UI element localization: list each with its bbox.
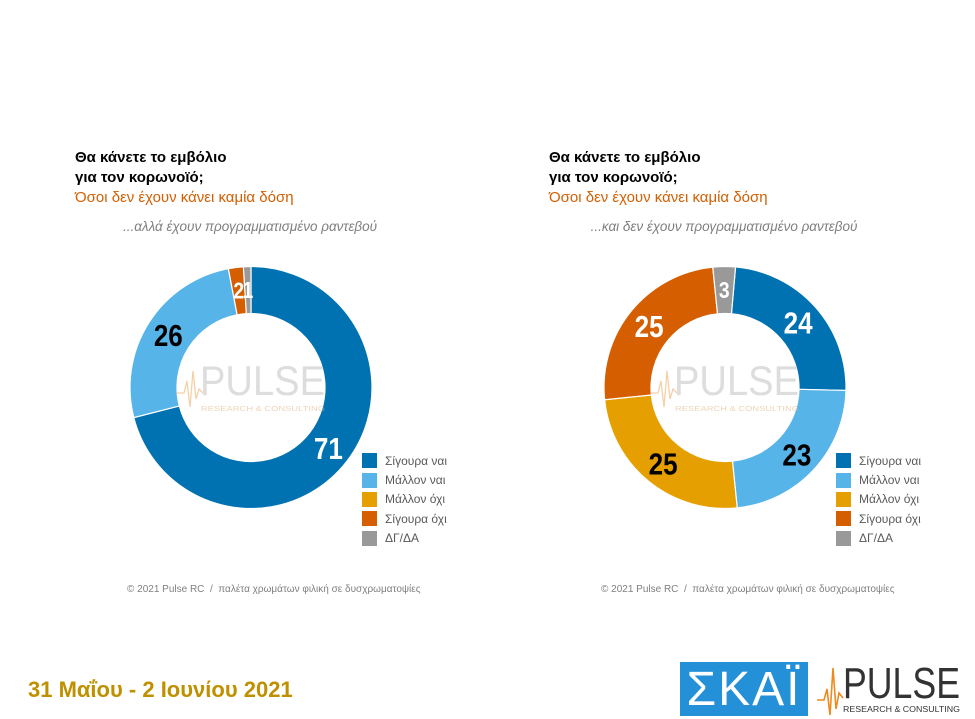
chart-title-line-1: Θα κάνετε το εμβόλιο [549, 149, 701, 166]
chart-title: Θα κάνετε το εμβόλιο για τον κορωνοϊό; Ό… [549, 148, 768, 208]
donut-data-labels: 24 23 25 25 3 [635, 278, 813, 482]
chart-legend: Σίγουρα ναι Μάλλον ναι Μάλλον όχι Σίγουρα ό… [836, 451, 921, 548]
chart-title-line-1: Θα κάνετε το εμβόλιο [75, 149, 227, 166]
skai-logo-text: ΣΚΑΪ [686, 662, 802, 716]
legend-label-definitely-yes: Σίγουρα ναι [859, 453, 922, 468]
chart-title: Θα κάνετε το εμβόλιο για τον κορωνοϊό; Ό… [75, 148, 294, 208]
chart-subtitle: Όσοι δεν έχουν κάνει καμία δόση [75, 189, 294, 206]
legend-label-definitely-no: Σίγουρα όχι [385, 511, 447, 526]
chart-title-line-2: για τον κορωνοϊό; [75, 169, 204, 186]
legend-swatch-definitely-yes [836, 453, 851, 469]
donut-segment-probably-yes [129, 267, 238, 419]
legend-item-dont-know-no-answer: ΔΓ/ΔΑ [836, 529, 921, 548]
legend-swatch-probably-no [836, 491, 851, 507]
donut-segment-dont-know-no-answer [712, 265, 737, 315]
legend-swatch-probably-yes [362, 472, 377, 488]
legend-item-definitely-yes: Σίγουρα ναι [836, 451, 921, 470]
legend-swatch-probably-no [362, 491, 377, 507]
watermark-brand: PULSE [200, 357, 325, 404]
legend-item-definitely-no: Σίγουρα όχι [362, 509, 447, 528]
data-label-definitely-yes: 71 [314, 432, 343, 467]
survey-dates: 31 Μαΐου - 2 Ιουνίου 2021 [28, 677, 293, 702]
legend-item-probably-yes: Μάλλον ναι [836, 470, 921, 489]
chart-footer: © 2021 Pulse RC / παλέτα χρωμάτων φιλική… [601, 584, 895, 595]
legend-item-dont-know-no-answer: ΔΓ/ΔΑ [362, 529, 447, 548]
data-label-definitely-no: 25 [635, 310, 664, 345]
heartbeat-icon [817, 667, 844, 716]
data-label-dont-know-no-answer: 3 [719, 278, 730, 303]
donut-segment-definitely-yes [133, 265, 373, 510]
watermark-tagline: RESEARCH & CONSULTING [675, 404, 799, 413]
legend-item-probably-yes: Μάλλον ναι [362, 470, 447, 489]
donut-segments [129, 265, 373, 510]
legend-label-probably-no: Μάλλον όχι [385, 492, 446, 507]
watermark-tagline: RESEARCH & CONSULTING [201, 404, 325, 413]
data-label-probably-yes: 26 [154, 319, 183, 354]
legend-swatch-dont-know-no-answer [362, 530, 377, 546]
chart-panel-scheduled: PULSE RESEARCH & CONSULTING 71 26 2 1 Θα κά… [0, 0, 474, 620]
pulse-logo-text: PULSE [843, 660, 960, 708]
pulse-watermark: PULSE RESEARCH & CONSULTING [176, 357, 325, 413]
legend-swatch-definitely-no [836, 511, 851, 527]
chart-note: ...αλλά έχουν προγραμματισμένο ραντεβού [122, 219, 378, 234]
data-label-probably-yes: 23 [782, 438, 811, 473]
skai-logo: ΣΚΑΪ [680, 662, 808, 716]
donut-chart: PULSE RESEARCH & CONSULTING 24 23 25 25 3 [603, 265, 847, 510]
legend-label-dont-know-no-answer: ΔΓ/ΔΑ [859, 531, 893, 546]
legend-label-definitely-no: Σίγουρα όχι [859, 511, 921, 526]
legend-label-probably-yes: Μάλλον ναι [859, 473, 920, 488]
donut-segment-probably-yes [731, 388, 847, 509]
chart-note: ...και δεν έχουν προγραμματισμένο ραντεβ… [590, 219, 858, 234]
pulse-watermark: PULSE RESEARCH & CONSULTING [650, 357, 799, 413]
donut-data-labels: 71 26 21 [154, 278, 343, 466]
chart-legend: Σίγουρα ναι Μάλλον ναι Μάλλον όχι Σίγουρα ό… [362, 451, 447, 548]
chart-subtitle: Όσοι δεν έχουν κάνει καμία δόση [549, 189, 768, 206]
legend-swatch-definitely-yes [362, 453, 377, 469]
data-label-definitely-no: 2 [233, 279, 244, 304]
chart-panel-unscheduled: PULSE RESEARCH & CONSULTING 24 23 25 25 3 Θα… [474, 0, 948, 620]
donut-chart: PULSE RESEARCH & CONSULTING 71 26 21 [129, 265, 373, 510]
data-label-dont-know-no-answer: 1 [243, 278, 254, 303]
legend-swatch-definitely-no [362, 511, 377, 527]
legend-item-probably-no: Μάλλον όχι [362, 490, 447, 509]
pulse-logo: PULSE RESEARCH & CONSULTING [817, 660, 960, 716]
legend-label-probably-yes: Μάλλον ναι [385, 473, 446, 488]
legend-item-definitely-yes: Σίγουρα ναι [362, 451, 447, 470]
legend-swatch-probably-yes [836, 472, 851, 488]
chart-title-line-2: για τον κορωνοϊό; [549, 169, 678, 186]
chart-footer: © 2021 Pulse RC / παλέτα χρωμάτων φιλική… [127, 584, 421, 595]
heartbeat-icon [650, 370, 678, 408]
legend-label-dont-know-no-answer: ΔΓ/ΔΑ [385, 531, 419, 546]
data-label-probably-no: 25 [649, 447, 678, 482]
legend-label-probably-no: Μάλλον όχι [859, 492, 920, 507]
legend-item-probably-no: Μάλλον όχι [836, 490, 921, 509]
watermark-brand: PULSE [674, 357, 799, 404]
data-label-definitely-yes: 24 [784, 306, 813, 341]
legend-swatch-dont-know-no-answer [836, 530, 851, 546]
donut-segments [603, 265, 847, 510]
donut-segment-dont-know-no-answer [242, 265, 252, 315]
pulse-logo-tagline: RESEARCH & CONSULTING [843, 705, 960, 714]
legend-item-definitely-no: Σίγουρα όχι [836, 509, 921, 528]
legend-label-definitely-yes: Σίγουρα ναι [385, 453, 448, 468]
heartbeat-icon [176, 370, 204, 408]
